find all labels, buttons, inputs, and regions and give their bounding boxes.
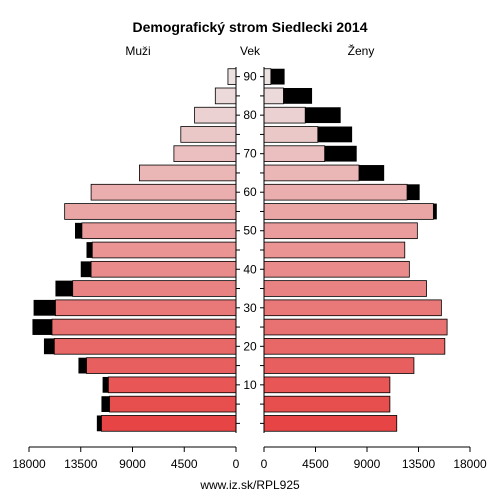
bar-women-55-59 [263,203,434,220]
bar-men-excess-30-34 [33,299,56,316]
women-x-tick-label: 9000 [354,457,381,471]
bar-men-35-39 [72,280,237,297]
footer-source: www.iz.sk/RPL925 [199,478,300,492]
women-x-tick-label: 0 [261,457,268,471]
bar-men-55-59 [64,203,237,220]
axes-group: 10 20 30 40 50 60 70 80 90 18000 13500 9000 4500 0 0 45… [12,67,487,471]
age-tick-label: 70 [243,147,257,161]
bar-men-85-89 [214,87,237,105]
bar-men-15-19 [86,357,237,374]
bar-men-40-44 [90,260,237,278]
bar-men-excess-15-19 [78,357,87,374]
bar-women-80-84 [263,106,306,124]
bar-women-45-49 [263,241,406,259]
age-tick-label: 50 [243,224,257,238]
left-label: Muži [125,44,150,58]
bar-women-5-9 [263,395,391,413]
age-tick-label: 80 [243,108,257,122]
bar-women-10-14 [263,376,391,394]
men-x-tick-label: 13500 [64,457,98,471]
bar-men-excess-20-24 [43,338,55,355]
bar-women-excess-55-59 [433,203,437,220]
bar-men-excess-5-9 [101,396,110,413]
center-label: Vek [240,44,261,58]
bar-men-80-84 [194,106,237,124]
bar-men-excess-35-39 [55,280,73,297]
age-tick-label: 10 [243,378,257,392]
bar-women-excess-80-84 [305,107,341,124]
age-tick-label: 40 [243,262,257,276]
bar-men-20-24 [53,338,237,355]
bar-women-15-19 [263,357,415,374]
age-tick-label: 60 [243,185,257,199]
bar-men-excess-40-44 [80,261,92,278]
bar-women-20-24 [263,338,446,355]
bar-women-excess-75-79 [317,126,353,143]
bar-men-excess-25-29 [32,319,52,335]
bar-women-30-34 [263,299,442,317]
bar-women-70-74 [263,145,326,162]
bar-men-5-9 [109,395,237,413]
bar-women-75-79 [263,126,319,143]
bar-women-excess-90+ [270,68,285,85]
women-x-tick-label: 4500 [302,457,329,471]
bar-men-25-29 [51,318,237,336]
bar-men-excess-45-49 [86,242,93,258]
bar-women-excess-70-74 [324,145,357,162]
age-tick-label: 20 [243,339,257,353]
bar-men-75-79 [180,126,237,143]
bar-women-excess-60-64 [407,184,420,201]
bar-men-0-4 [101,415,237,432]
bar-men-60-64 [90,183,237,201]
men-x-tick-label: 4500 [171,457,198,471]
women-x-tick-label: 18000 [453,457,487,471]
age-tick-label: 30 [243,301,257,315]
bar-women-60-64 [263,183,408,201]
age-tick-label: 90 [243,70,257,84]
right-label: Ženy [348,43,375,58]
bar-men-excess-50-54 [75,222,82,239]
bar-women-85-89 [263,87,284,105]
bar-women-25-29 [263,318,448,336]
bar-women-0-4 [263,415,398,432]
bar-women-40-44 [263,260,410,278]
bar-women-50-54 [263,222,418,240]
men-x-tick-label: 18000 [12,457,46,471]
bar-men-45-49 [91,241,237,259]
bar-men-excess-10-14 [102,376,109,393]
men-x-tick-label: 0 [233,457,240,471]
bar-men-excess-0-4 [96,415,102,432]
bar-men-90+ [227,68,237,85]
bar-women-65-69 [263,164,360,182]
bar-men-30-34 [55,299,237,317]
bar-women-excess-65-69 [358,165,385,181]
bars-group [32,68,448,432]
bar-men-70-74 [173,145,237,162]
bar-women-35-39 [263,280,427,297]
men-x-tick-label: 9000 [119,457,146,471]
bar-men-10-14 [107,376,237,394]
bar-men-50-54 [81,222,237,240]
bar-women-90+ [263,68,272,85]
bar-women-excess-85-89 [283,87,313,104]
bar-men-65-69 [138,164,237,182]
women-x-tick-label: 13500 [402,457,436,471]
chart-title: Demografický strom Siedlecki 2014 [132,19,367,35]
